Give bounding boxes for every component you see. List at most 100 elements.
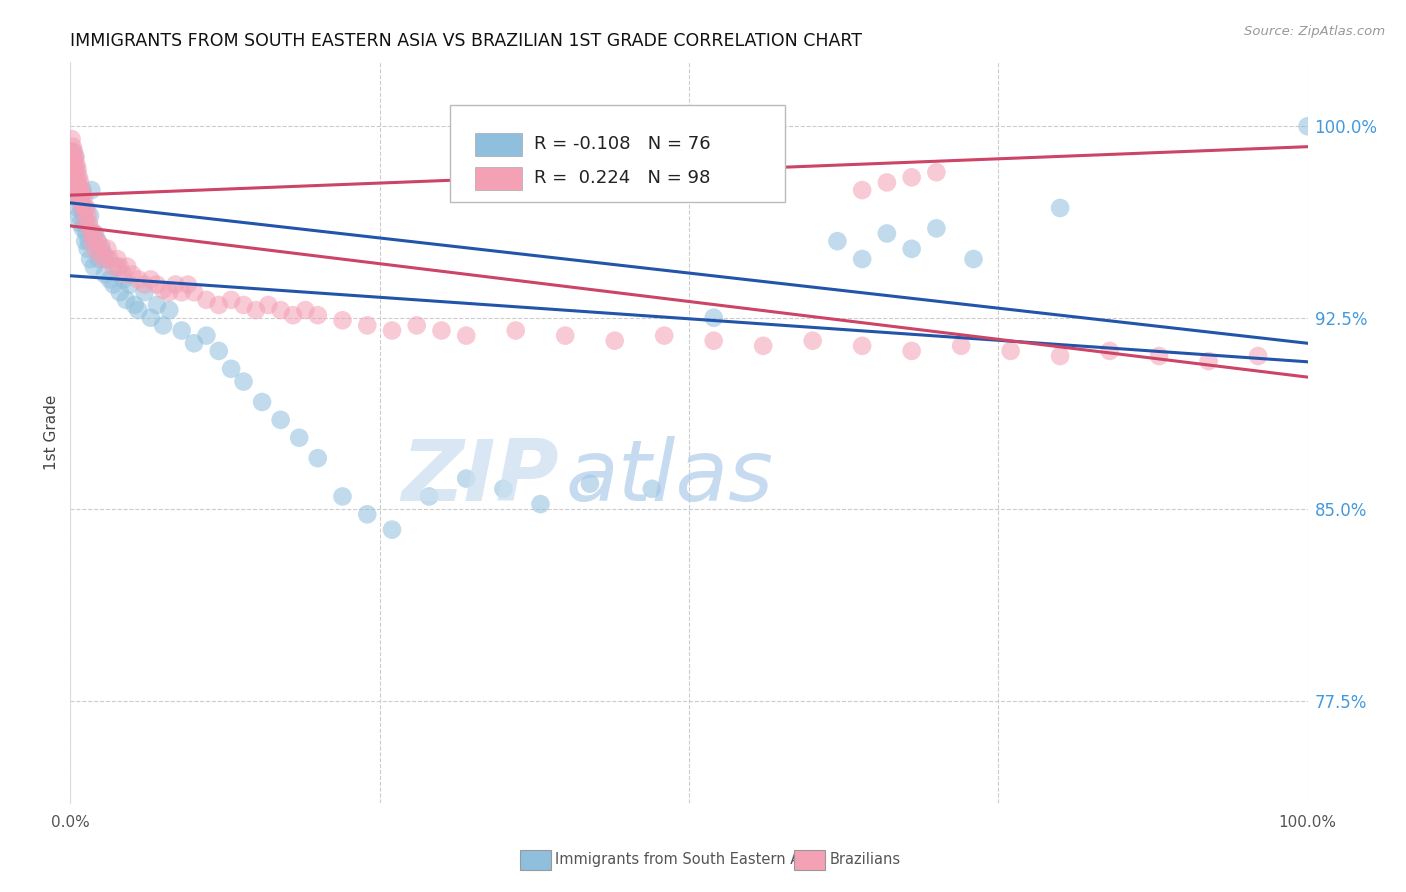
Point bbox=[65, 183, 87, 197]
Point bbox=[827, 234, 849, 248]
Point bbox=[1296, 120, 1319, 134]
Point bbox=[703, 310, 725, 325]
Point bbox=[900, 242, 922, 256]
Point bbox=[76, 242, 98, 256]
Point bbox=[950, 339, 973, 353]
Point bbox=[579, 476, 602, 491]
Point bbox=[75, 216, 97, 230]
Point bbox=[134, 285, 156, 300]
Point bbox=[69, 191, 91, 205]
Point bbox=[245, 303, 267, 318]
Point bbox=[72, 183, 94, 197]
FancyBboxPatch shape bbox=[450, 104, 786, 202]
Point bbox=[72, 221, 94, 235]
Point bbox=[93, 252, 115, 266]
Point bbox=[232, 375, 254, 389]
Point bbox=[105, 252, 128, 266]
Text: atlas: atlas bbox=[565, 435, 773, 518]
Point bbox=[76, 209, 98, 223]
Point bbox=[703, 334, 725, 348]
Point bbox=[1247, 349, 1270, 363]
Point bbox=[115, 260, 138, 274]
Point bbox=[139, 310, 162, 325]
Point bbox=[66, 162, 89, 177]
Point bbox=[112, 268, 135, 282]
Point bbox=[381, 324, 404, 338]
Point bbox=[77, 234, 100, 248]
Point bbox=[87, 252, 110, 266]
Point bbox=[103, 260, 125, 274]
Point bbox=[505, 324, 527, 338]
Point bbox=[65, 191, 87, 205]
Point bbox=[195, 328, 218, 343]
Point bbox=[219, 293, 242, 307]
Point bbox=[65, 170, 87, 185]
Point bbox=[195, 293, 218, 307]
Point bbox=[65, 165, 87, 179]
Point bbox=[62, 139, 84, 153]
Point bbox=[66, 191, 89, 205]
Point bbox=[60, 157, 83, 171]
Point bbox=[118, 277, 141, 292]
Point bbox=[65, 150, 87, 164]
Point bbox=[75, 213, 97, 227]
Point bbox=[641, 482, 664, 496]
Point bbox=[94, 268, 117, 282]
Point bbox=[62, 176, 84, 190]
Point bbox=[801, 334, 824, 348]
Point bbox=[962, 252, 984, 266]
Point bbox=[294, 303, 316, 318]
Point bbox=[60, 132, 83, 146]
Point bbox=[103, 277, 125, 292]
Point bbox=[554, 328, 576, 343]
Point bbox=[170, 285, 193, 300]
Point bbox=[73, 191, 96, 205]
Point bbox=[157, 285, 180, 300]
Point bbox=[115, 293, 138, 307]
Text: ZIP: ZIP bbox=[401, 435, 560, 518]
Point bbox=[83, 260, 105, 274]
Point bbox=[75, 201, 97, 215]
Point bbox=[75, 227, 97, 241]
Point bbox=[93, 247, 115, 261]
Point bbox=[70, 195, 93, 210]
Point bbox=[307, 451, 329, 466]
Point bbox=[86, 234, 108, 248]
Point bbox=[652, 328, 675, 343]
Point bbox=[70, 183, 93, 197]
Point bbox=[70, 201, 93, 215]
Point bbox=[183, 285, 205, 300]
Point bbox=[105, 260, 128, 274]
Point bbox=[96, 252, 118, 266]
Point bbox=[60, 170, 83, 185]
Point bbox=[84, 242, 107, 256]
Point bbox=[67, 209, 90, 223]
Point bbox=[152, 283, 174, 297]
Point bbox=[332, 490, 354, 504]
Point bbox=[90, 239, 112, 253]
Point bbox=[1000, 343, 1022, 358]
Point bbox=[72, 201, 94, 215]
Point bbox=[851, 183, 873, 197]
Point bbox=[332, 313, 354, 327]
Point bbox=[65, 157, 87, 171]
Point bbox=[270, 303, 292, 318]
Point bbox=[90, 242, 112, 256]
Point bbox=[134, 277, 156, 292]
Point bbox=[165, 277, 187, 292]
Point bbox=[83, 227, 105, 241]
Point bbox=[77, 216, 100, 230]
Point bbox=[270, 413, 292, 427]
Point bbox=[139, 272, 162, 286]
Point bbox=[67, 183, 90, 197]
Point bbox=[63, 168, 86, 182]
Point bbox=[62, 162, 84, 177]
Point bbox=[1198, 354, 1220, 368]
Point bbox=[208, 298, 231, 312]
Point bbox=[381, 523, 404, 537]
Point bbox=[157, 303, 180, 318]
Point bbox=[96, 242, 118, 256]
Point bbox=[418, 490, 440, 504]
Point bbox=[63, 157, 86, 171]
Point bbox=[876, 176, 898, 190]
